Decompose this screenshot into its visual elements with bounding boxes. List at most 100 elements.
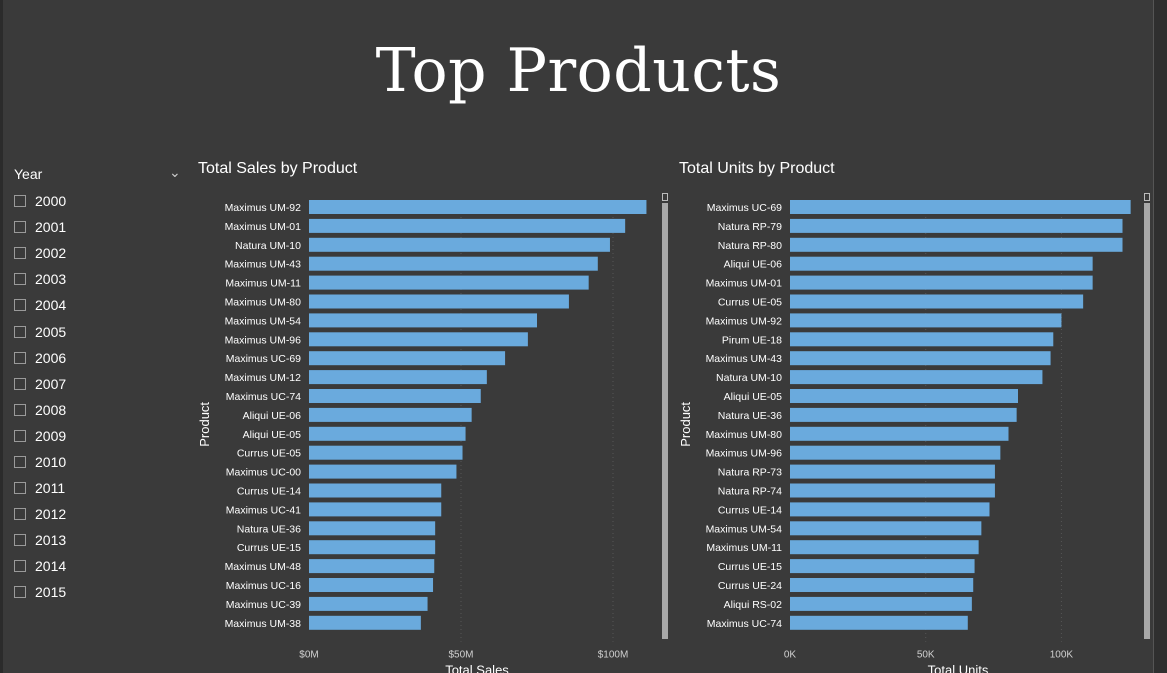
chart-scrollbar[interactable] [662, 203, 668, 639]
checkbox-icon[interactable] [14, 586, 26, 599]
bar [790, 237, 1123, 252]
slicer-item-label: 2011 [35, 480, 66, 497]
slicer-item-2010[interactable]: 2010 [14, 449, 184, 475]
category-label: Natura UM-10 [235, 240, 301, 252]
checkbox-icon[interactable] [14, 534, 26, 547]
checkbox-icon[interactable] [14, 247, 26, 260]
scrollbar-thumb[interactable] [662, 203, 668, 639]
bar [309, 407, 472, 422]
slicer-item-2011[interactable]: 2011 [14, 475, 184, 501]
checkbox-icon[interactable] [14, 482, 26, 495]
slicer-item-2001[interactable]: 2001 [14, 214, 184, 240]
chart-scrollbar[interactable] [1144, 203, 1150, 639]
slicer-item-label: 2012 [35, 506, 67, 523]
slicer-item-label: 2015 [35, 584, 67, 601]
category-label: Aliqui UE-05 [243, 429, 302, 441]
slicer-item-label: 2006 [35, 349, 67, 366]
slicer-item-label: 2010 [35, 453, 67, 470]
category-label: Natura RP-80 [718, 240, 782, 252]
checkbox-icon[interactable] [14, 377, 26, 390]
slicer-item-2008[interactable]: 2008 [14, 397, 184, 423]
checkbox-icon[interactable] [14, 429, 26, 442]
bar [790, 407, 1017, 422]
bar [309, 313, 537, 328]
x-tick-label: 0K [784, 650, 797, 661]
bar [790, 389, 1018, 403]
slicer-item-2013[interactable]: 2013 [14, 527, 184, 553]
right-frame [1153, 0, 1167, 673]
slicer-item-label: 2009 [35, 427, 67, 444]
x-axis-title: Total Sales [445, 663, 509, 673]
category-label: Currus UE-05 [237, 448, 301, 460]
total-units-chart: Total Units by Product 0K 50K 100K Maximus … [678, 160, 1150, 673]
category-label: Aliqui RS-02 [724, 599, 783, 611]
bar [790, 351, 1051, 366]
bar [309, 370, 487, 385]
bar [790, 521, 982, 536]
category-label: Maximus UM-43 [706, 353, 783, 365]
category-label: Maximus UM-92 [706, 315, 783, 327]
scroll-up-button[interactable] [662, 193, 668, 201]
slicer-item-2002[interactable]: 2002 [14, 240, 184, 266]
slicer-item-2003[interactable]: 2003 [14, 266, 184, 292]
checkbox-icon[interactable] [14, 560, 26, 573]
slicer-item-2005[interactable]: 2005 [14, 318, 184, 344]
bar [790, 370, 1043, 385]
slicer-item-2009[interactable]: 2009 [14, 423, 184, 449]
category-label: Maximus UM-43 [225, 259, 302, 271]
slicer-item-2000[interactable]: 2000 [14, 188, 184, 214]
bar [790, 596, 972, 611]
slicer-item-2006[interactable]: 2006 [14, 345, 184, 371]
category-label: Maximus UM-80 [225, 297, 302, 309]
checkbox-icon[interactable] [14, 299, 26, 312]
category-label: Maximus UC-74 [226, 391, 301, 403]
bar [790, 218, 1123, 233]
page-title: Top Products [375, 36, 782, 106]
bar [309, 200, 647, 214]
bar [790, 559, 975, 574]
chevron-down-icon[interactable]: ⌄ [169, 164, 181, 180]
slicer-item-2012[interactable]: 2012 [14, 501, 184, 527]
slicer-list: 2000 2001 2002 2003 2004 2005 2006 2007 2008 2009… [14, 188, 184, 606]
bar [309, 351, 506, 366]
category-label: Currus UE-15 [718, 561, 782, 573]
checkbox-icon[interactable] [14, 455, 26, 468]
slicer-item-2007[interactable]: 2007 [14, 371, 184, 397]
checkbox-icon[interactable] [14, 325, 26, 338]
slicer-item-label: 2008 [35, 401, 67, 418]
bar [309, 445, 463, 460]
bar [309, 502, 442, 517]
category-label: Maximus UM-11 [225, 278, 301, 290]
bar [309, 578, 434, 592]
bar [790, 313, 1062, 328]
bar [790, 275, 1093, 290]
checkbox-icon[interactable] [14, 221, 26, 234]
category-label: Maximus UM-54 [706, 523, 783, 535]
slicer-item-label: 2001 [35, 219, 67, 236]
category-label: Maximus UC-16 [226, 580, 301, 592]
checkbox-icon[interactable] [14, 508, 26, 521]
units-bar-chart: 0K 50K 100K Maximus UC-69 Natura RP-79 Natura… [678, 200, 1131, 673]
year-slicer: Year ⌄ 2000 2001 2002 2003 2004 2005 2006 2007 2… [14, 164, 184, 606]
category-label: Maximus UC-69 [226, 353, 301, 365]
bar [790, 615, 968, 630]
y-axis-title: Product [678, 402, 693, 447]
category-label: Maximus UM-38 [225, 618, 302, 630]
category-label: Natura RP-74 [718, 486, 782, 498]
checkbox-icon[interactable] [14, 195, 26, 208]
slicer-item-2004[interactable]: 2004 [14, 292, 184, 318]
checkbox-icon[interactable] [14, 403, 26, 416]
category-label: Currus UE-05 [718, 297, 782, 309]
checkbox-icon[interactable] [14, 273, 26, 286]
scrollbar-thumb[interactable] [1144, 203, 1150, 639]
slicer-item-2015[interactable]: 2015 [14, 579, 184, 605]
checkbox-icon[interactable] [14, 351, 26, 364]
category-label: Maximus UM-11 [706, 542, 782, 554]
slicer-item-2014[interactable]: 2014 [14, 553, 184, 579]
bar [309, 483, 442, 498]
scroll-up-button[interactable] [1144, 193, 1150, 201]
bar [790, 294, 1084, 309]
x-tick-label: $100M [598, 650, 629, 661]
bar [790, 502, 990, 517]
category-label: Maximus UM-80 [706, 429, 783, 441]
